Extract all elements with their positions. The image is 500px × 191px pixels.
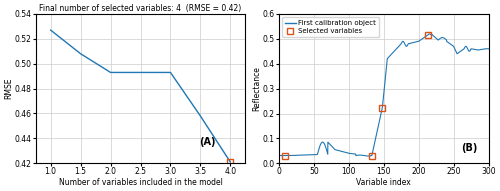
Text: (A): (A) (200, 137, 216, 147)
Y-axis label: RMSE: RMSE (4, 78, 13, 99)
Text: (B): (B) (462, 143, 478, 153)
Title: Final number of selected variables: 4  (RMSE = 0.42): Final number of selected variables: 4 (R… (40, 4, 241, 13)
Legend: First calibration object, Selected variables: First calibration object, Selected varia… (282, 17, 379, 37)
X-axis label: Number of variables included in the model: Number of variables included in the mode… (58, 178, 222, 187)
X-axis label: Variable index: Variable index (356, 178, 411, 187)
Y-axis label: Reflectance: Reflectance (252, 66, 262, 111)
